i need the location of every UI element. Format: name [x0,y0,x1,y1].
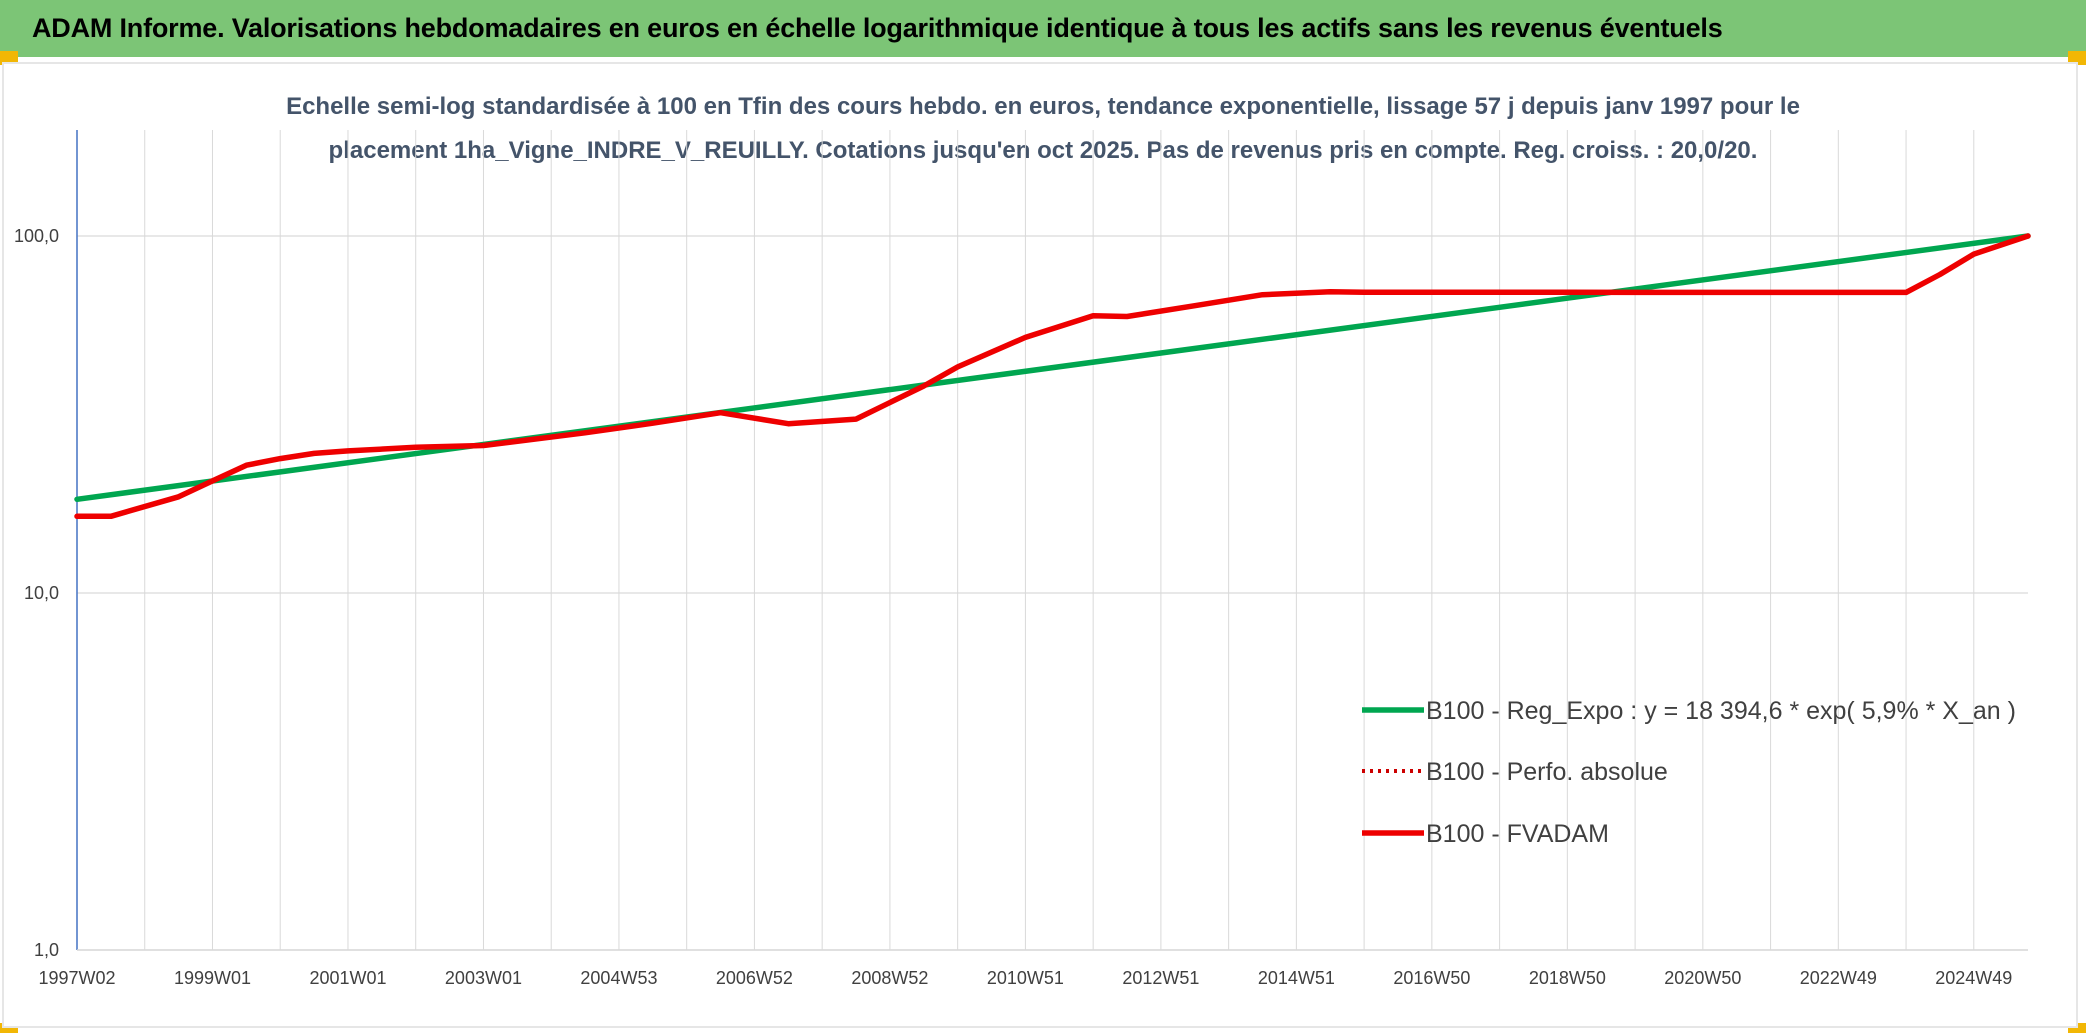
x-tick-label: 1999W01 [174,968,251,988]
x-tick-label: 2006W52 [716,968,793,988]
x-tick-label: 2012W51 [1122,968,1199,988]
y-tick-label: 100,0 [14,226,59,246]
x-tick-label: 2018W50 [1529,968,1606,988]
x-tick-label: 2010W51 [987,968,1064,988]
x-tick-label: 1997W02 [38,968,115,988]
legend-label: B100 - Perfo. absolue [1426,758,1668,786]
x-tick-label: 2020W50 [1664,968,1741,988]
corner-marker-top-right [2068,51,2086,65]
x-tick-label: 2014W51 [1258,968,1335,988]
corner-marker-bottom-right [2068,1023,2086,1033]
x-tick-label: 2022W49 [1800,968,1877,988]
x-tick-label: 2024W49 [1935,968,2012,988]
series-layer [74,233,2031,520]
grid-layer [76,130,2028,951]
chart-subtitle-line-1: Echelle semi-log standardisée à 100 en T… [286,93,1800,120]
axis-layer: 100,0 10,0 1,0 1997W02 1999W01 2001W01 2003W01… [14,130,2028,988]
report-banner: ADAM Informe. Valorisations hebdomadaire… [0,0,2086,57]
fvadam-line [74,233,2031,520]
x-tick-label: 2004W53 [580,968,657,988]
corner-marker-bottom-left [0,1023,18,1033]
x-tick-label: 2001W01 [309,968,386,988]
x-tick-label: 2016W50 [1393,968,1470,988]
y-tick-label: 1,0 [34,940,59,960]
legend-label: B100 - Reg_Expo : y = 18 394,6 * exp( 5,… [1426,697,2016,725]
trend-line [74,233,2031,503]
report-title: ADAM Informe. Valorisations hebdomadaire… [32,13,1723,43]
legend: B100 - Reg_Expo : y = 18 394,6 * exp( 5,… [1362,697,2016,848]
y-tick-label: 10,0 [24,583,59,603]
chart-subtitle-line-2: placement 1ha_Vigne_INDRE_V_REUILLY. Cot… [329,137,1758,164]
legend-label: B100 - FVADAM [1426,820,1609,848]
x-tick-label: 2008W52 [851,968,928,988]
corner-marker-top-left [0,51,18,65]
x-tick-label: 2003W01 [445,968,522,988]
